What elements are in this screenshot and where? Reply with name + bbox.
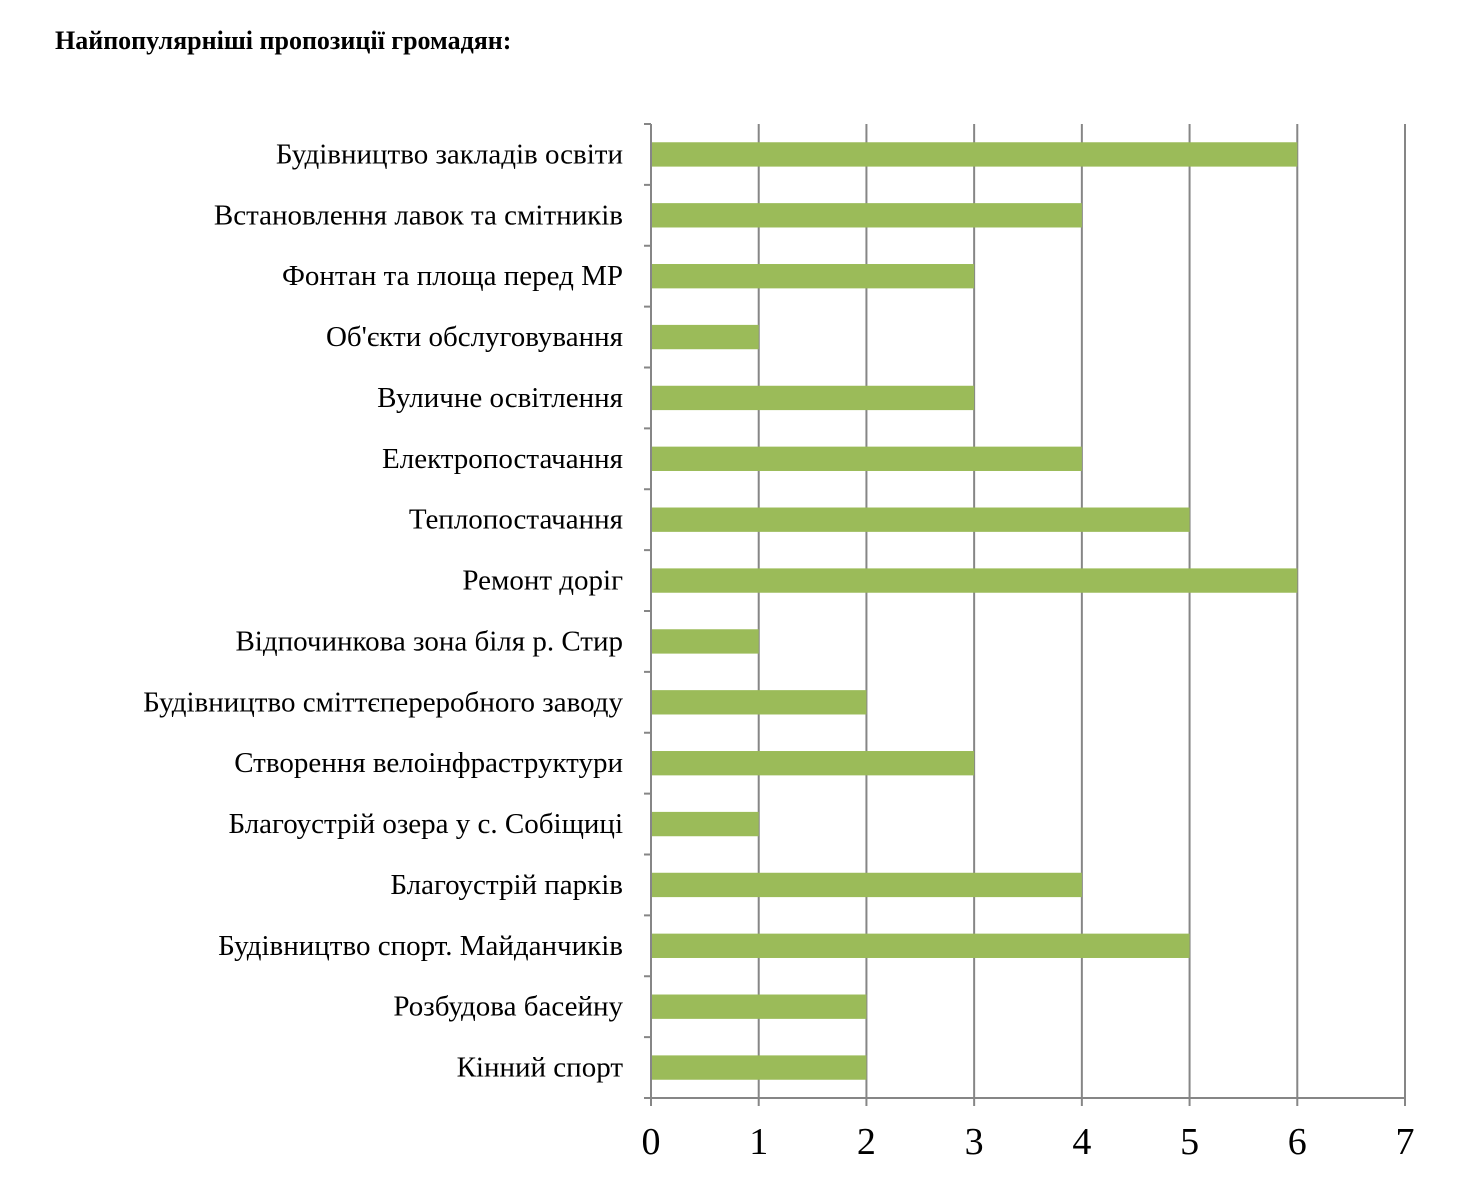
bar-8 — [651, 568, 1298, 593]
x-tick-label-5: 5 — [1180, 1121, 1199, 1163]
bar-14 — [651, 933, 1190, 958]
x-tick-label-3: 3 — [965, 1121, 984, 1163]
bar-10 — [651, 690, 867, 715]
bars — [651, 142, 1298, 1080]
category-label-6: Електропостачання — [382, 443, 623, 475]
x-tick-label-6: 6 — [1288, 1121, 1307, 1163]
category-label-9: Відпочинкова зона біля р. Стир — [235, 625, 623, 657]
category-label-14: Будівництво спорт. Майданчиків — [218, 930, 623, 962]
x-tick-label-0: 0 — [642, 1121, 661, 1163]
bar-3 — [651, 264, 975, 289]
bar-9 — [651, 629, 759, 654]
page-title: Найпопулярніші пропозиції громадян: — [55, 26, 512, 55]
bar-16 — [651, 1055, 867, 1080]
category-label-4: Об'єкти обслуговування — [326, 321, 623, 353]
bar-4 — [651, 324, 759, 350]
category-labels: Будівництво закладів освіти Встановлення … — [143, 138, 623, 1083]
bar-5 — [651, 385, 975, 411]
category-label-12: Благоустрій озера у с. Собіщиці — [228, 808, 623, 840]
category-label-13: Благоустрій парків — [390, 869, 623, 901]
category-label-2: Встановлення лавок та смітників — [214, 199, 623, 231]
category-label-11: Створення велоінфраструктури — [234, 747, 623, 779]
bar-12 — [651, 811, 759, 837]
x-tick-label-4: 4 — [1072, 1121, 1091, 1163]
category-label-5: Вуличне освітлення — [377, 382, 623, 414]
category-label-15: Розбудова басейну — [393, 991, 623, 1023]
bar-7 — [651, 507, 1190, 532]
bar-11 — [651, 751, 975, 776]
category-label-16: Кінний спорт — [457, 1052, 624, 1084]
bar-15 — [651, 994, 867, 1019]
bar-2 — [651, 203, 1082, 228]
bar-13 — [651, 872, 1082, 898]
category-label-1: Будівництво закладів освіти — [276, 138, 623, 170]
x-tick-label-1: 1 — [749, 1121, 768, 1163]
x-tick-label-2: 2 — [857, 1121, 876, 1163]
bar-6 — [651, 446, 1082, 471]
x-tick-label-7: 7 — [1396, 1121, 1415, 1163]
x-tick-labels: 0 1 2 3 4 5 6 7 — [642, 1121, 1415, 1163]
category-label-10: Будівництво сміттєпереробного заводу — [143, 686, 623, 718]
category-label-7: Теплопостачання — [409, 504, 623, 536]
category-label-3: Фонтан та площа перед МР — [282, 260, 623, 292]
bar-1 — [651, 142, 1298, 167]
axes — [644, 123, 1406, 1106]
category-label-8: Ремонт доріг — [462, 565, 623, 597]
